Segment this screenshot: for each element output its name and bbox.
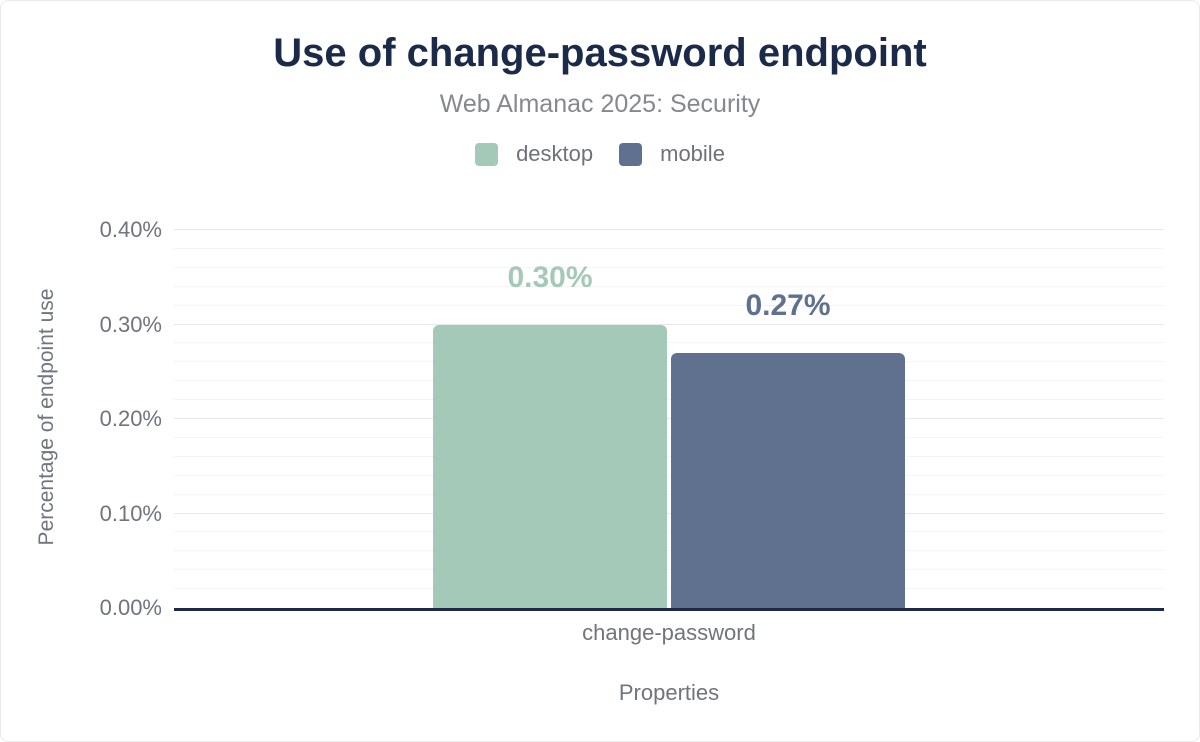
gridline-minor — [174, 588, 1164, 590]
x-axis-line — [174, 608, 1164, 611]
y-tick-label: 0.10% — [99, 500, 162, 526]
gridline-minor — [174, 569, 1164, 571]
legend-item-desktop[interactable]: desktop — [475, 141, 593, 167]
gridline-minor — [174, 304, 1164, 306]
plot-area: 0.30% 0.27% — [174, 229, 1164, 611]
gridline-minor — [174, 399, 1164, 401]
gridline-minor — [174, 285, 1164, 287]
gridline-minor — [174, 342, 1164, 344]
legend-label-desktop: desktop — [516, 141, 594, 166]
mobile-swatch-icon — [619, 142, 643, 166]
gridline-minor — [174, 380, 1164, 382]
bar-mobile[interactable] — [671, 352, 905, 608]
gridline-minor — [174, 531, 1164, 533]
chart-title: Use of change-password endpoint — [273, 31, 927, 75]
gridline-minor — [174, 436, 1164, 438]
gridline-minor — [174, 247, 1164, 249]
bar-value-label-mobile: 0.27% — [745, 288, 831, 322]
chart-subtitle: Web Almanac 2025: Security — [439, 90, 761, 118]
gridline-major — [174, 323, 1164, 325]
legend-label-mobile: mobile — [660, 141, 725, 166]
x-axis-categories: change-password — [174, 620, 1164, 650]
bar-value-label-desktop: 0.30% — [507, 260, 593, 294]
gridline-minor — [174, 493, 1164, 495]
gridline-minor — [174, 550, 1164, 552]
y-tick-label: 0.40% — [99, 217, 162, 242]
y-tick-label: 0.20% — [99, 406, 162, 431]
gridline-minor — [174, 361, 1164, 363]
desktop-swatch-icon — [475, 142, 499, 166]
legend: desktop mobile — [1, 141, 1199, 167]
gridline-major — [174, 418, 1164, 419]
gridline-minor — [174, 455, 1164, 457]
bar-desktop[interactable] — [433, 324, 667, 608]
gridline-minor — [174, 474, 1164, 476]
gridline-major — [174, 229, 1164, 230]
y-axis-ticks: 0.40% 0.30% 0.20% 0.10% 0.00% — [1, 219, 162, 619]
y-tick-label: 0.00% — [99, 595, 162, 620]
gridline-minor — [174, 266, 1164, 268]
legend-item-mobile[interactable]: mobile — [619, 141, 725, 167]
y-tick-label: 0.30% — [99, 311, 162, 337]
gridline-major — [174, 512, 1164, 514]
x-axis-title: Properties — [618, 680, 720, 705]
x-category-label: change-password — [582, 620, 756, 645]
